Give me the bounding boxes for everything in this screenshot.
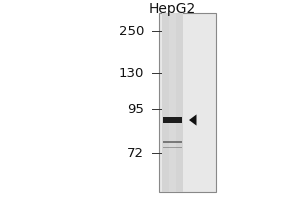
Bar — [169, 13, 176, 192]
Polygon shape — [189, 114, 196, 126]
Bar — [163, 141, 182, 143]
Text: 95: 95 — [127, 103, 144, 116]
Text: 250: 250 — [118, 25, 144, 38]
Text: 72: 72 — [127, 147, 144, 160]
Bar — [163, 117, 182, 123]
Text: HepG2: HepG2 — [149, 2, 196, 16]
Text: 130: 130 — [118, 67, 144, 80]
Bar — [162, 13, 183, 192]
Bar — [159, 13, 216, 192]
Bar — [163, 147, 182, 148]
